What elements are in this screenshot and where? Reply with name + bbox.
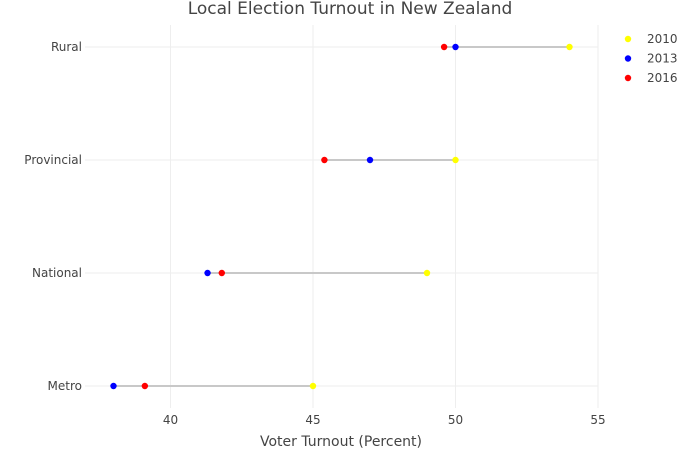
x-tick-label: 55 (590, 413, 605, 427)
y-tick-label: Metro (48, 379, 82, 393)
grid (85, 25, 599, 408)
data-points (110, 43, 573, 390)
chart-title: Local Election Turnout in New Zealand (188, 0, 513, 19)
data-point-2016[interactable] (141, 382, 149, 390)
x-tick-label: 40 (163, 413, 178, 427)
data-point-2013[interactable] (110, 382, 117, 390)
x-tick-label: 45 (305, 413, 320, 427)
legend-label: 2010 (647, 32, 678, 46)
y-tick-label: Provincial (24, 153, 82, 167)
x-tick-label: 50 (448, 413, 463, 427)
legend-marker (624, 55, 632, 62)
x-axis-ticks: 40 45 50 55 (163, 413, 606, 427)
legend[interactable]: 2010 2013 2016 (624, 32, 678, 85)
x-axis-title: Voter Turnout (Percent) (260, 434, 422, 450)
legend-marker (624, 74, 632, 82)
data-point-2013[interactable] (452, 43, 459, 51)
legend-label: 2013 (647, 52, 678, 66)
legend-marker (624, 35, 632, 43)
data-point-2013[interactable] (204, 269, 211, 277)
legend-item-2010[interactable]: 2010 (624, 32, 678, 46)
data-point-2010[interactable] (566, 43, 573, 51)
data-point-2013[interactable] (366, 156, 374, 164)
y-tick-label: National (32, 266, 82, 280)
legend-item-2016[interactable]: 2016 (624, 71, 678, 85)
legend-item-2013[interactable]: 2013 (624, 52, 678, 66)
legend-label: 2016 (647, 71, 678, 85)
data-point-2016[interactable] (440, 43, 448, 51)
data-point-2016[interactable] (218, 269, 225, 277)
y-axis-ticks: Rural Provincial National Metro (24, 40, 82, 393)
y-tick-label: Rural (51, 40, 82, 54)
data-point-2010[interactable] (452, 156, 459, 164)
connector-lines (113, 46, 570, 387)
data-point-2010[interactable] (423, 269, 431, 277)
data-point-2016[interactable] (321, 156, 328, 164)
data-point-2010[interactable] (309, 382, 317, 390)
